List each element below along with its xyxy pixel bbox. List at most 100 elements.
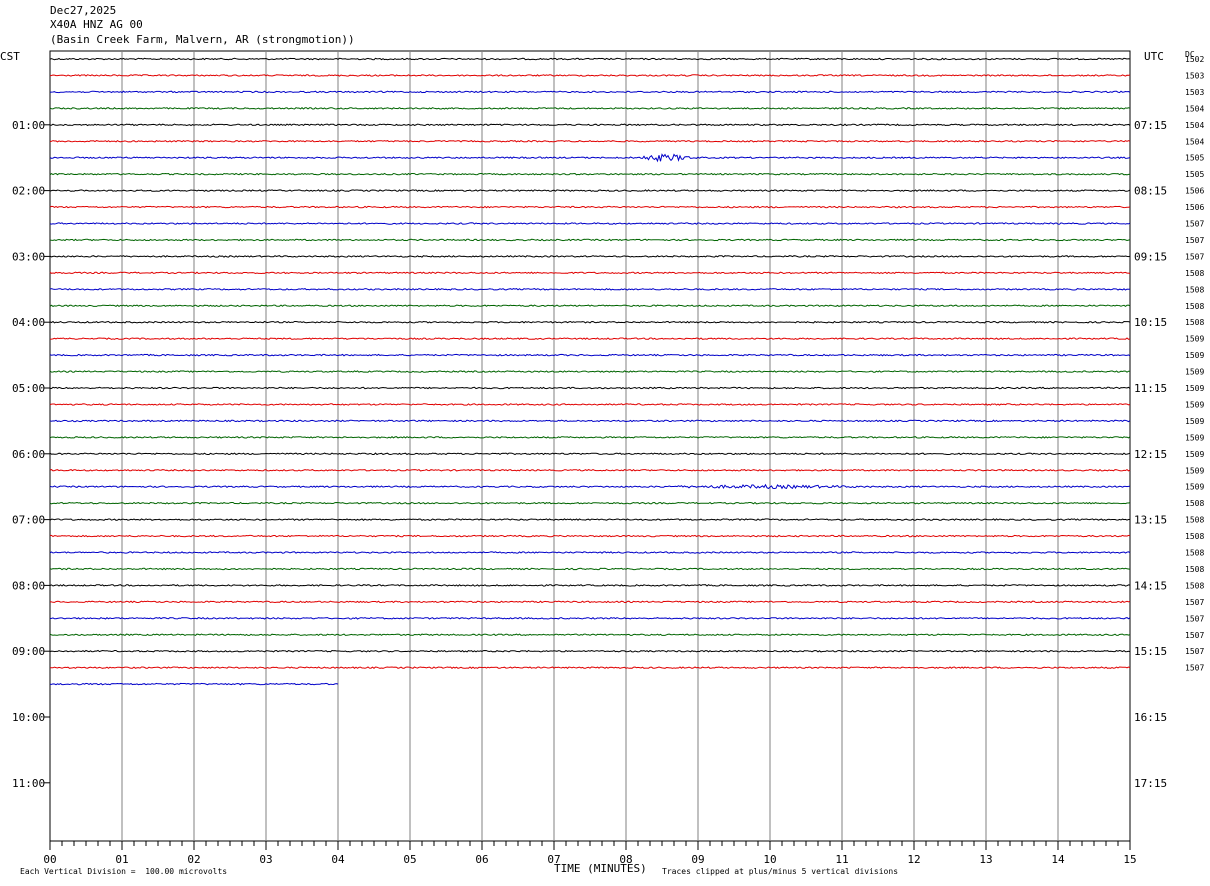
clip-note: Traces clipped at plus/minus 5 vertical … xyxy=(662,867,899,876)
seismogram-trace xyxy=(49,74,1131,77)
right-hour-label: 15:15 xyxy=(1134,645,1167,658)
right-hour-label: 09:15 xyxy=(1134,250,1167,263)
seismogram-trace xyxy=(49,452,1131,456)
dc-header-label: DC xyxy=(1185,50,1195,59)
seismogram-trace xyxy=(49,139,1131,143)
dc-offset-label: 1508 xyxy=(1185,565,1204,574)
dc-offset-label: 1507 xyxy=(1185,631,1204,640)
x-tick-label: 11 xyxy=(835,853,848,866)
x-tick-label: 03 xyxy=(259,853,272,866)
dc-offset-label: 1505 xyxy=(1185,154,1204,163)
right-hour-label: 10:15 xyxy=(1134,316,1167,329)
right-hour-label: 17:15 xyxy=(1134,777,1167,790)
x-tick-label: 05 xyxy=(403,853,416,866)
dc-offset-label: 1508 xyxy=(1185,581,1204,590)
x-tick-label: 08 xyxy=(619,853,632,866)
dc-offset-label: 1506 xyxy=(1185,187,1204,196)
dc-offset-label: 1509 xyxy=(1185,400,1204,409)
dc-offset-label: 1503 xyxy=(1185,71,1204,80)
seismogram-trace xyxy=(49,90,1131,94)
dc-offset-label: 1508 xyxy=(1185,285,1204,294)
seismogram-trace xyxy=(49,616,1131,620)
dc-offset-label: 1508 xyxy=(1185,516,1204,525)
seismogram-trace xyxy=(49,584,1131,587)
dc-offset-label: 1509 xyxy=(1185,368,1204,377)
dc-offset-label: 1509 xyxy=(1185,433,1204,442)
left-hour-label: 11:00 xyxy=(12,777,45,790)
seismogram-trace xyxy=(49,205,1131,209)
seismogram-trace xyxy=(49,238,1131,242)
x-tick-label: 00 xyxy=(43,853,56,866)
x-tick-label: 09 xyxy=(691,853,704,866)
dc-offset-label: 1503 xyxy=(1185,88,1204,97)
x-axis-title: TIME (MINUTES) xyxy=(554,862,647,875)
seismogram-trace xyxy=(49,567,1131,571)
left-hour-label: 03:00 xyxy=(12,250,45,263)
left-hour-label: 09:00 xyxy=(12,645,45,658)
right-hour-label: 11:15 xyxy=(1134,382,1167,395)
seismogram-trace xyxy=(49,419,1131,423)
dc-offset-label: 1504 xyxy=(1185,137,1204,146)
seismogram-trace xyxy=(49,337,1131,340)
seismogram-trace xyxy=(49,271,1131,275)
x-tick-label: 07 xyxy=(547,853,560,866)
seismogram-trace xyxy=(49,436,1131,439)
x-tick-label: 14 xyxy=(1051,853,1065,866)
seismogram-trace xyxy=(49,551,1131,554)
plot-frame xyxy=(49,50,1131,842)
seismogram-trace xyxy=(49,107,1131,110)
right-hour-label: 12:15 xyxy=(1134,448,1167,461)
x-tick-label: 10 xyxy=(763,853,776,866)
dc-offset-label: 1502 xyxy=(1185,55,1204,64)
left-hour-label: 06:00 xyxy=(12,448,45,461)
chart-date: Dec27,2025 xyxy=(50,4,117,17)
chart-station: X40A HNZ AG 00 xyxy=(50,18,143,31)
dc-offset-label: 1507 xyxy=(1185,647,1204,656)
seismogram-trace xyxy=(49,633,1131,637)
x-tick-label: 12 xyxy=(907,853,920,866)
x-tick-label: 15 xyxy=(1123,853,1136,866)
dc-offset-label: 1508 xyxy=(1185,302,1204,311)
right-hour-label: 13:15 xyxy=(1134,514,1167,527)
seismogram-trace xyxy=(49,189,1131,192)
dc-offset-label: 1507 xyxy=(1185,598,1204,607)
dc-offset-label: 1507 xyxy=(1185,252,1204,261)
seismogram-trace xyxy=(50,600,1131,604)
chart-location: (Basin Creek Farm, Malvern, AR (strongmo… xyxy=(50,33,355,46)
dc-offset-label: 1507 xyxy=(1185,664,1204,673)
seismogram-trace xyxy=(49,57,1131,61)
dc-offset-label: 1508 xyxy=(1185,318,1204,327)
dc-offset-label: 1509 xyxy=(1185,466,1204,475)
seismogram-trace xyxy=(49,501,1131,505)
dc-offset-label: 1509 xyxy=(1185,351,1204,360)
right-hour-label: 08:15 xyxy=(1134,185,1167,198)
right-hour-label: 07:15 xyxy=(1134,119,1167,132)
seismogram-trace xyxy=(49,682,339,686)
dc-offset-label: 1508 xyxy=(1185,499,1204,508)
right-hour-label: 14:15 xyxy=(1134,579,1167,592)
dc-offset-label: 1505 xyxy=(1185,170,1204,179)
seismogram-trace xyxy=(49,304,1131,308)
left-hour-label: 02:00 xyxy=(12,185,45,198)
dc-offset-label: 1508 xyxy=(1185,549,1204,558)
seismogram-trace xyxy=(49,483,1131,490)
seismogram-trace xyxy=(50,666,1131,669)
left-hour-label: 08:00 xyxy=(12,579,45,592)
left-hour-label: 04:00 xyxy=(12,316,45,329)
left-hour-label: 05:00 xyxy=(12,382,45,395)
dc-offset-label: 1507 xyxy=(1185,614,1204,623)
x-tick-label: 04 xyxy=(331,853,345,866)
dc-offset-label: 1509 xyxy=(1185,450,1204,459)
dc-offset-label: 1508 xyxy=(1185,269,1204,278)
seismogram-trace xyxy=(49,172,1131,176)
seismogram-trace xyxy=(49,222,1131,225)
seismogram-trace xyxy=(49,649,1131,653)
x-tick-label: 06 xyxy=(475,853,488,866)
dc-offset-label: 1509 xyxy=(1185,483,1204,492)
right-hour-label: 16:15 xyxy=(1134,711,1167,724)
right-timezone-label: UTC xyxy=(1144,50,1164,63)
seismogram-trace xyxy=(49,153,1131,163)
dc-offset-label: 1508 xyxy=(1185,532,1204,541)
seismogram-trace xyxy=(49,386,1131,390)
